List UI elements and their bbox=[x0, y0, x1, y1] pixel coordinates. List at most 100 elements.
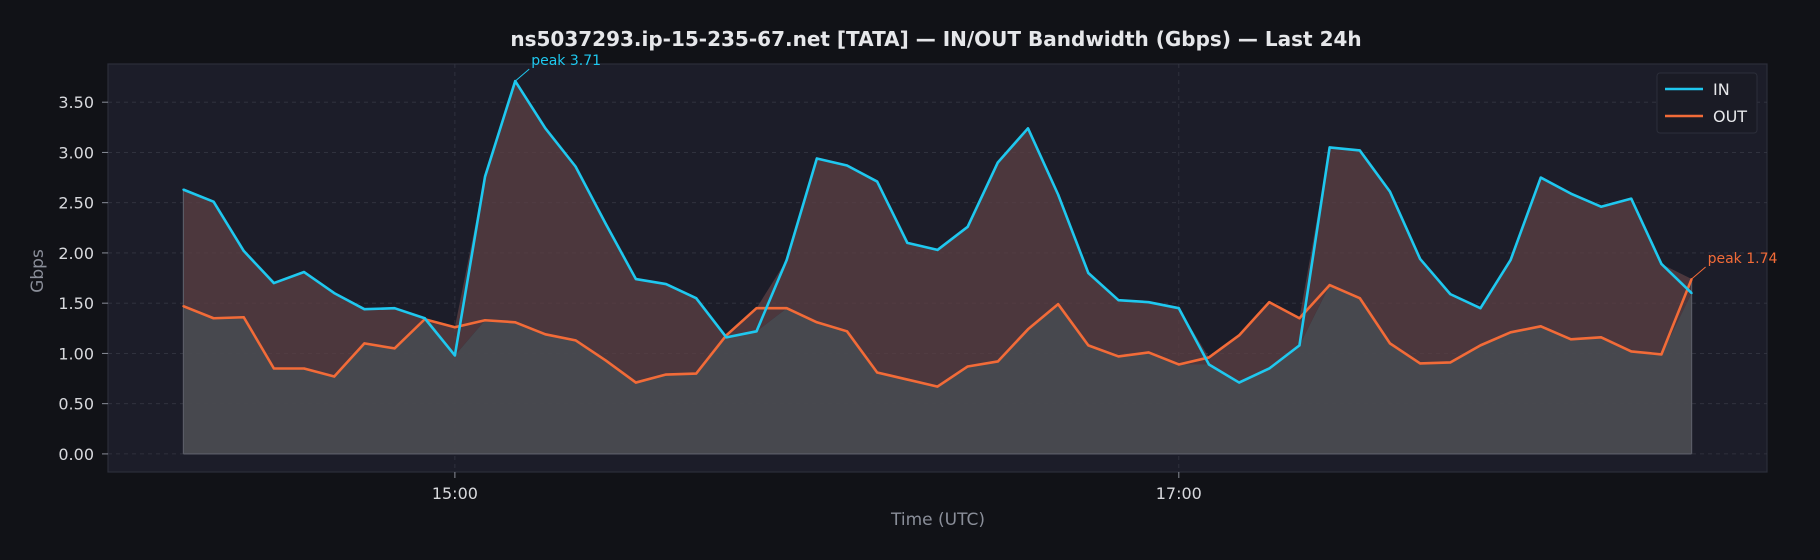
out-excess-area bbox=[183, 81, 1692, 387]
data-point-out bbox=[604, 359, 607, 362]
y-tick-label: 2.00 bbox=[58, 244, 94, 263]
data-point-out bbox=[272, 367, 275, 370]
data-point-out bbox=[1660, 353, 1663, 356]
data-point-out bbox=[1328, 283, 1331, 287]
data-point-out bbox=[634, 381, 637, 384]
data-point-in bbox=[483, 175, 487, 178]
data-point-out bbox=[1358, 297, 1361, 300]
data-point-out bbox=[664, 373, 668, 376]
data-point-in bbox=[785, 258, 788, 262]
data-point-in bbox=[1358, 149, 1361, 152]
data-point-out bbox=[574, 339, 577, 342]
data-point-out bbox=[1388, 342, 1392, 345]
data-point-in bbox=[1117, 299, 1120, 302]
data-point-in bbox=[906, 241, 909, 244]
data-point-in bbox=[996, 161, 999, 164]
data-point-out bbox=[1509, 331, 1512, 334]
data-point-out bbox=[1087, 344, 1090, 347]
data-point-out bbox=[1600, 336, 1603, 339]
data-point-in bbox=[634, 277, 637, 281]
data-point-in bbox=[1660, 262, 1663, 266]
data-point-in bbox=[1388, 190, 1392, 193]
data-point-in bbox=[453, 354, 456, 357]
data-point-in bbox=[1268, 367, 1271, 370]
y-tick-label: 2.50 bbox=[58, 194, 94, 213]
data-point-in bbox=[1177, 307, 1180, 310]
y-tick-label: 0.00 bbox=[58, 445, 94, 464]
y-tick-label: 0.50 bbox=[58, 395, 94, 414]
series-areas bbox=[182, 81, 1693, 455]
y-tick-label: 1.00 bbox=[58, 344, 94, 363]
data-point-in bbox=[1087, 271, 1090, 275]
data-point-out bbox=[453, 326, 456, 329]
data-point-in bbox=[333, 292, 336, 295]
data-point-in bbox=[1419, 257, 1422, 261]
data-point-in bbox=[1600, 205, 1603, 208]
data-point-in bbox=[1026, 127, 1030, 130]
data-point-out bbox=[1268, 301, 1271, 304]
data-point-in bbox=[966, 225, 969, 228]
annotation-arrow bbox=[1691, 266, 1706, 280]
legend-label-out: OUT bbox=[1713, 107, 1747, 126]
x-tick-label: 15:00 bbox=[432, 484, 478, 503]
in-excess-area bbox=[183, 81, 1692, 387]
data-point-in bbox=[1449, 293, 1452, 296]
data-point-out bbox=[393, 347, 396, 350]
data-point-out bbox=[1177, 363, 1180, 366]
annotation-label: peak 1.74 bbox=[1708, 251, 1778, 267]
data-point-out bbox=[996, 360, 999, 363]
data-point-out bbox=[1207, 356, 1211, 359]
y-axis-label: Gbps bbox=[28, 249, 48, 293]
data-point-in bbox=[604, 222, 607, 225]
data-point-in bbox=[755, 330, 758, 333]
data-point-out bbox=[544, 333, 547, 336]
annotation-arrow bbox=[514, 68, 530, 82]
data-point-in bbox=[1690, 292, 1693, 295]
data-point-out bbox=[785, 307, 788, 310]
data-point-out bbox=[1298, 317, 1301, 320]
data-point-in bbox=[423, 317, 426, 320]
peak-annotations: peak 3.71 peak 1.74 bbox=[514, 53, 1778, 280]
data-point-out bbox=[212, 317, 215, 320]
annotation-label: peak 3.71 bbox=[531, 53, 601, 69]
series-lines bbox=[182, 79, 1693, 388]
data-point-out bbox=[815, 321, 818, 324]
data-point-out bbox=[1147, 351, 1150, 354]
data-point-in bbox=[363, 308, 366, 311]
x-axis-label: Time (UTC) bbox=[890, 510, 985, 530]
data-point-out bbox=[1057, 303, 1060, 306]
data-point-out bbox=[1026, 328, 1030, 331]
data-point-in bbox=[1238, 381, 1241, 384]
data-point-out bbox=[302, 367, 306, 370]
data-point-out bbox=[755, 307, 758, 310]
data-point-in bbox=[936, 248, 939, 252]
data-point-in bbox=[1539, 176, 1542, 179]
data-point-out bbox=[1479, 344, 1482, 347]
data-point-out bbox=[906, 378, 909, 381]
data-point-in bbox=[1207, 363, 1211, 366]
data-point-out bbox=[845, 330, 849, 333]
axis-ticks: 0.00 0.50 1.00 1.50 2.00 2.50 3.00 3.50 15:00 17:… bbox=[58, 93, 1201, 503]
data-point-in bbox=[302, 270, 306, 274]
data-point-out bbox=[1539, 325, 1542, 328]
data-point-out bbox=[514, 321, 517, 324]
data-point-in bbox=[242, 249, 245, 253]
data-point-out bbox=[1419, 362, 1422, 365]
data-point-in bbox=[1057, 193, 1060, 196]
data-point-out bbox=[966, 365, 969, 368]
x-tick-label: 17:00 bbox=[1156, 484, 1202, 503]
data-point-in bbox=[1479, 307, 1482, 310]
y-tick-label: 3.50 bbox=[58, 93, 94, 112]
data-point-out bbox=[1117, 355, 1120, 358]
data-point-in bbox=[695, 297, 698, 300]
y-tick-label: 1.50 bbox=[58, 294, 94, 313]
data-point-out bbox=[1238, 334, 1241, 337]
data-point-in bbox=[815, 157, 818, 160]
data-point-in bbox=[1328, 146, 1331, 149]
data-point-out bbox=[242, 316, 245, 319]
data-point-in bbox=[1298, 344, 1301, 347]
data-point-out bbox=[936, 385, 939, 388]
data-point-in bbox=[272, 281, 275, 285]
legend-label-in: IN bbox=[1713, 80, 1730, 99]
